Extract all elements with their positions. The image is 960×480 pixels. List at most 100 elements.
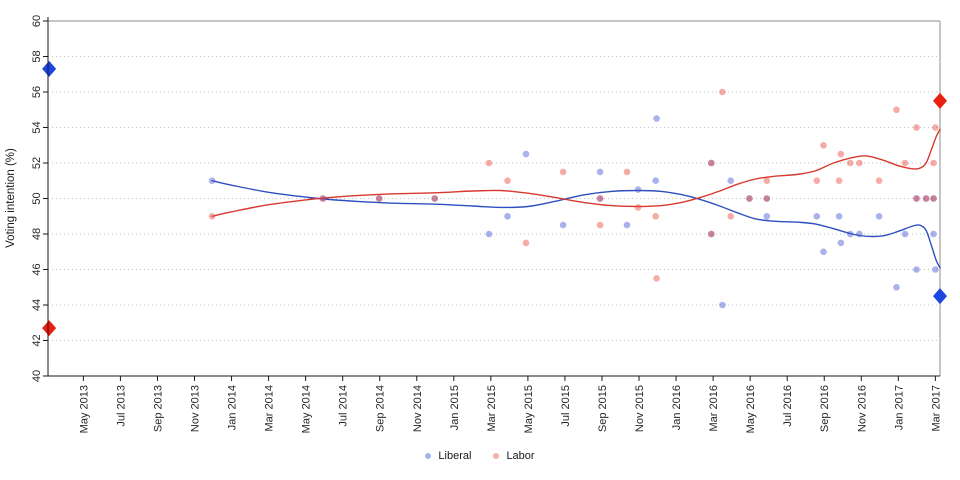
y-tick-label: 58 — [31, 50, 43, 62]
labor-poll-dot — [653, 275, 660, 282]
labor-poll-dot — [485, 159, 493, 167]
y-tick-label: 44 — [31, 299, 43, 311]
election-marker-layer — [42, 60, 947, 337]
liberal-poll-dot — [653, 115, 660, 122]
labor-poll-dot — [375, 195, 383, 202]
labor-poll-dot — [763, 177, 771, 184]
liberal-poll-dot — [835, 213, 843, 220]
x-tick-label: Nov 2014 — [412, 385, 424, 432]
trend-layer — [211, 128, 941, 269]
labor-poll-dot — [708, 159, 715, 167]
liberal-poll-dot — [652, 177, 659, 184]
y-tick-label: 46 — [31, 263, 43, 275]
labor-poll-dot — [930, 159, 937, 167]
liberal-poll-dot — [485, 230, 493, 238]
y-tick-label: 40 — [31, 370, 43, 382]
liberal-poll-dot — [708, 230, 715, 238]
labor-poll-dot — [559, 168, 567, 176]
liberal-poll-dot — [932, 266, 939, 273]
liberal-poll-dot — [901, 230, 909, 238]
liberal-poll-dot — [319, 195, 327, 202]
liberal-poll-dot — [930, 230, 937, 238]
x-tick-label: Sep 2016 — [819, 385, 831, 432]
labor-poll-dot — [846, 159, 854, 167]
x-tick-label: May 2016 — [745, 385, 757, 433]
labor-poll-dot — [623, 168, 631, 176]
y-tick-label: 56 — [31, 86, 43, 98]
labor-poll-dot — [875, 177, 883, 184]
x-tick-label: Nov 2015 — [634, 385, 646, 432]
liberal-poll-dot — [431, 195, 439, 202]
labor-poll-dot — [596, 221, 604, 229]
x-tick-label: Jan 2017 — [893, 385, 905, 430]
labor-poll-dot — [719, 88, 726, 96]
labor-poll-dot — [813, 177, 821, 184]
labor-poll-dot — [522, 239, 530, 247]
labor-poll-dot — [504, 177, 511, 184]
x-tick-label: Jul 2016 — [782, 385, 794, 427]
x-tick-label: Jan 2015 — [449, 385, 461, 430]
y-tick-label: 50 — [31, 192, 43, 204]
legend-label-labor: Labor — [506, 450, 535, 462]
labor-poll-dot — [932, 124, 939, 131]
x-tick-label: Jul 2014 — [338, 385, 350, 427]
liberal-poll-dot — [820, 248, 827, 256]
liberal-poll-dot — [375, 195, 383, 202]
x-tick-label: Sep 2015 — [597, 385, 609, 432]
labor-poll-dot — [835, 177, 843, 184]
liberal-poll-dot — [623, 221, 631, 229]
x-tick-label: Jan 2016 — [671, 385, 683, 430]
liberal-poll-dot — [634, 186, 642, 193]
liberal-election-diamond — [42, 60, 57, 77]
labor-poll-dot — [913, 124, 920, 131]
liberal-trend-line — [211, 180, 941, 269]
labor-poll-dot — [930, 195, 937, 202]
liberal-poll-dot — [708, 159, 715, 167]
liberal-poll-dot — [856, 230, 863, 238]
x-tick-label: Mar 2016 — [708, 385, 720, 431]
y-axis-title: Voting intention (%) — [5, 148, 17, 248]
liberal-dot-icon — [425, 453, 432, 459]
labor-poll-dot — [746, 195, 753, 202]
labor-poll-dot — [727, 213, 734, 220]
labor-poll-dot — [820, 142, 827, 149]
axis-layer: 40 42 44 46 48 50 52 54 56 58 60 May 2013 Jul 2013 Se… — [31, 15, 942, 433]
y-tick-label: 48 — [31, 228, 43, 240]
liberal-poll-dot — [596, 168, 604, 176]
liberal-poll-dot — [837, 239, 845, 247]
liberal-poll-dot — [504, 213, 511, 220]
x-tick-label: Sep 2014 — [375, 385, 387, 432]
liberal-poll-dot — [893, 284, 900, 291]
labor-election-diamond — [933, 92, 947, 109]
liberal-poll-dot — [596, 195, 604, 202]
scatter-layer — [208, 88, 939, 309]
x-tick-label: Mar 2014 — [264, 385, 276, 431]
x-tick-label: Nov 2013 — [190, 385, 202, 432]
labor-dot-icon — [493, 453, 500, 459]
legend-item-labor: Labor — [493, 450, 535, 462]
labor-poll-dot — [856, 159, 863, 167]
x-tick-label: May 2015 — [523, 385, 535, 433]
x-tick-label: Jul 2015 — [560, 385, 572, 427]
labor-poll-dot — [763, 195, 771, 202]
labor-election-diamond — [42, 320, 57, 337]
x-tick-label: May 2014 — [301, 385, 313, 433]
labor-trend-line — [211, 128, 941, 217]
liberal-poll-dot — [522, 150, 530, 158]
liberal-poll-dot — [846, 230, 854, 238]
labor-poll-dot — [596, 195, 604, 202]
x-tick-label: Mar 2015 — [486, 385, 498, 431]
x-tick-label: Nov 2016 — [856, 385, 868, 432]
liberal-poll-dot — [746, 195, 753, 202]
x-tick-label: Sep 2013 — [152, 385, 164, 432]
grid-layer — [48, 20, 941, 376]
liberal-poll-dot — [208, 177, 216, 184]
liberal-poll-dot — [813, 213, 821, 220]
labor-poll-dot — [901, 159, 909, 167]
labor-poll-dot — [922, 195, 930, 202]
x-tick-label: Mar 2017 — [930, 385, 942, 431]
y-tick-label: 54 — [31, 121, 43, 133]
labor-poll-dot — [708, 230, 715, 238]
